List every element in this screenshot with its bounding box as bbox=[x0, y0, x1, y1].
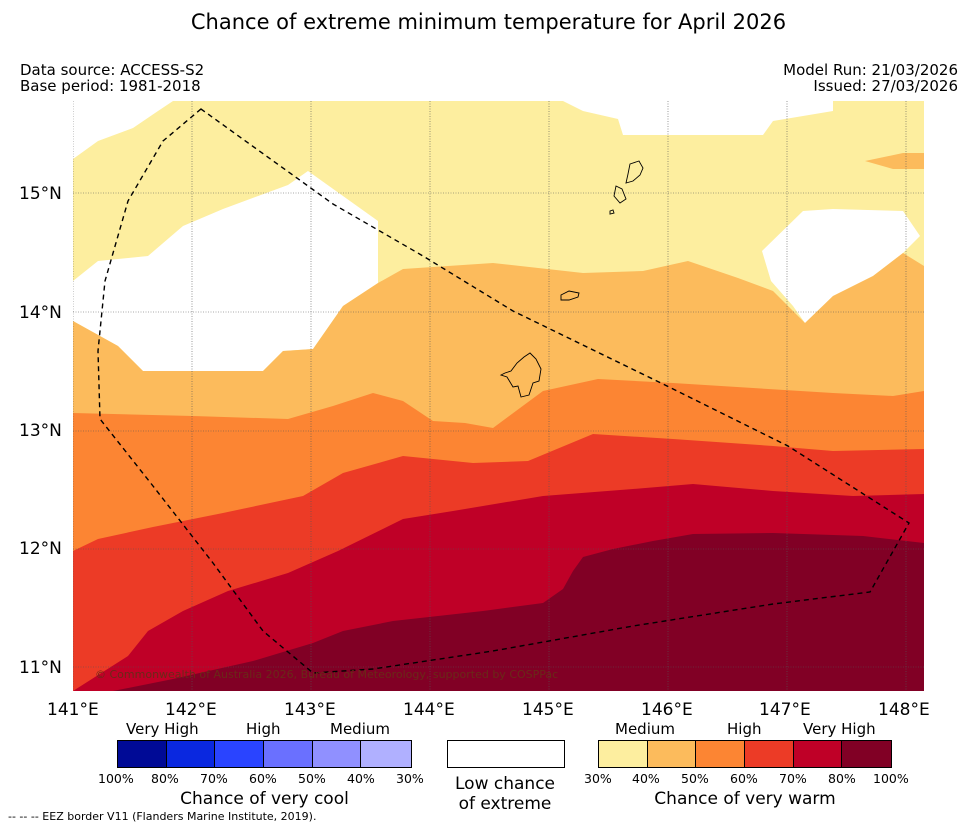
issued-label: Issued: 27/03/2026 bbox=[813, 77, 958, 95]
warm-heading-high: High bbox=[727, 720, 762, 738]
warm-swatch bbox=[842, 741, 892, 767]
region-low-chance-top bbox=[563, 101, 833, 135]
islands bbox=[499, 160, 644, 398]
x-tick-label: 145°E bbox=[522, 700, 574, 720]
y-tick-label: 13°N bbox=[19, 421, 62, 441]
low-chance-caption-line1: Low chance bbox=[455, 774, 555, 794]
warm-tick: 30% bbox=[584, 771, 612, 786]
cool-swatch bbox=[264, 741, 313, 767]
warm-swatch bbox=[793, 741, 843, 767]
cool-caption: Chance of very cool bbox=[180, 789, 349, 809]
base-period-label: Base period: 1981-2018 bbox=[20, 77, 201, 95]
cool-tick: 80% bbox=[151, 771, 179, 786]
cool-swatch bbox=[166, 741, 216, 767]
x-tick-label: 144°E bbox=[403, 700, 455, 720]
cool-tick: 60% bbox=[249, 771, 277, 786]
chart-title: Chance of extreme minimum temperature fo… bbox=[190, 10, 787, 34]
warm-swatch bbox=[696, 741, 746, 767]
island-saipan bbox=[625, 160, 644, 184]
warm-tick: 70% bbox=[779, 771, 807, 786]
warm-tick: 50% bbox=[681, 771, 709, 786]
island-rota bbox=[560, 290, 580, 301]
copyright-notice: © Commonwealth of Australia 2026, Bureau… bbox=[95, 668, 558, 681]
cool-swatch bbox=[312, 741, 362, 767]
island-aguijan bbox=[609, 209, 615, 215]
x-tick-label: 141°E bbox=[47, 700, 99, 720]
x-tick-label: 148°E bbox=[878, 700, 930, 720]
band-warm-80-100 bbox=[113, 533, 924, 691]
cool-swatch bbox=[361, 741, 412, 767]
cool-heading-high: High bbox=[246, 720, 281, 738]
y-tick-label: 12°N bbox=[19, 539, 62, 559]
graticule bbox=[73, 101, 924, 691]
band-warm-40-50-east-strip bbox=[865, 153, 924, 169]
cool-tick: 30% bbox=[396, 771, 424, 786]
island-tinian bbox=[613, 185, 627, 204]
region-low-chance-east bbox=[762, 209, 920, 323]
warm-tick: 60% bbox=[730, 771, 758, 786]
warm-swatch bbox=[647, 741, 697, 767]
warm-tick: 80% bbox=[828, 771, 856, 786]
eez-footnote: -- -- -- EEZ border V11 (Flanders Marine… bbox=[8, 810, 317, 823]
y-tick-label: 15°N bbox=[19, 184, 62, 204]
y-tick-label: 11°N bbox=[19, 658, 62, 678]
warm-caption: Chance of very warm bbox=[654, 789, 836, 809]
y-tick-label: 14°N bbox=[19, 303, 62, 323]
warm-tick: 100% bbox=[873, 771, 909, 786]
warm-swatch bbox=[745, 741, 794, 767]
cool-tick: 100% bbox=[98, 771, 134, 786]
warm-colorbar bbox=[598, 740, 892, 768]
low-chance-caption-line2: of extreme bbox=[458, 794, 552, 814]
cool-tick: 70% bbox=[200, 771, 228, 786]
region-low-chance-north bbox=[73, 101, 173, 159]
eez-border bbox=[97, 108, 910, 674]
data-source-label: Data source: ACCESS-S2 bbox=[20, 61, 205, 79]
x-tick-label: 143°E bbox=[284, 700, 336, 720]
low-chance-swatch bbox=[447, 740, 565, 768]
warm-heading-very-high: Very High bbox=[803, 720, 876, 738]
cool-heading-very-high: Very High bbox=[126, 720, 199, 738]
x-tick-label: 146°E bbox=[641, 700, 693, 720]
cool-tick: 40% bbox=[347, 771, 375, 786]
x-tick-label: 142°E bbox=[165, 700, 217, 720]
cool-heading-medium: Medium bbox=[330, 720, 390, 738]
cool-tick: 50% bbox=[298, 771, 326, 786]
warm-swatch bbox=[599, 741, 648, 767]
forecast-map: © Commonwealth of Australia 2026, Bureau… bbox=[73, 101, 924, 691]
warm-tick: 40% bbox=[632, 771, 660, 786]
cool-swatch bbox=[215, 741, 265, 767]
x-tick-label: 147°E bbox=[759, 700, 811, 720]
region-low-chance-west bbox=[73, 171, 378, 371]
warm-heading-medium: Medium bbox=[615, 720, 675, 738]
cool-colorbar bbox=[117, 740, 412, 768]
cool-swatch bbox=[118, 741, 167, 767]
island-guam bbox=[499, 352, 542, 398]
model-run-label: Model Run: 21/03/2026 bbox=[783, 61, 958, 79]
